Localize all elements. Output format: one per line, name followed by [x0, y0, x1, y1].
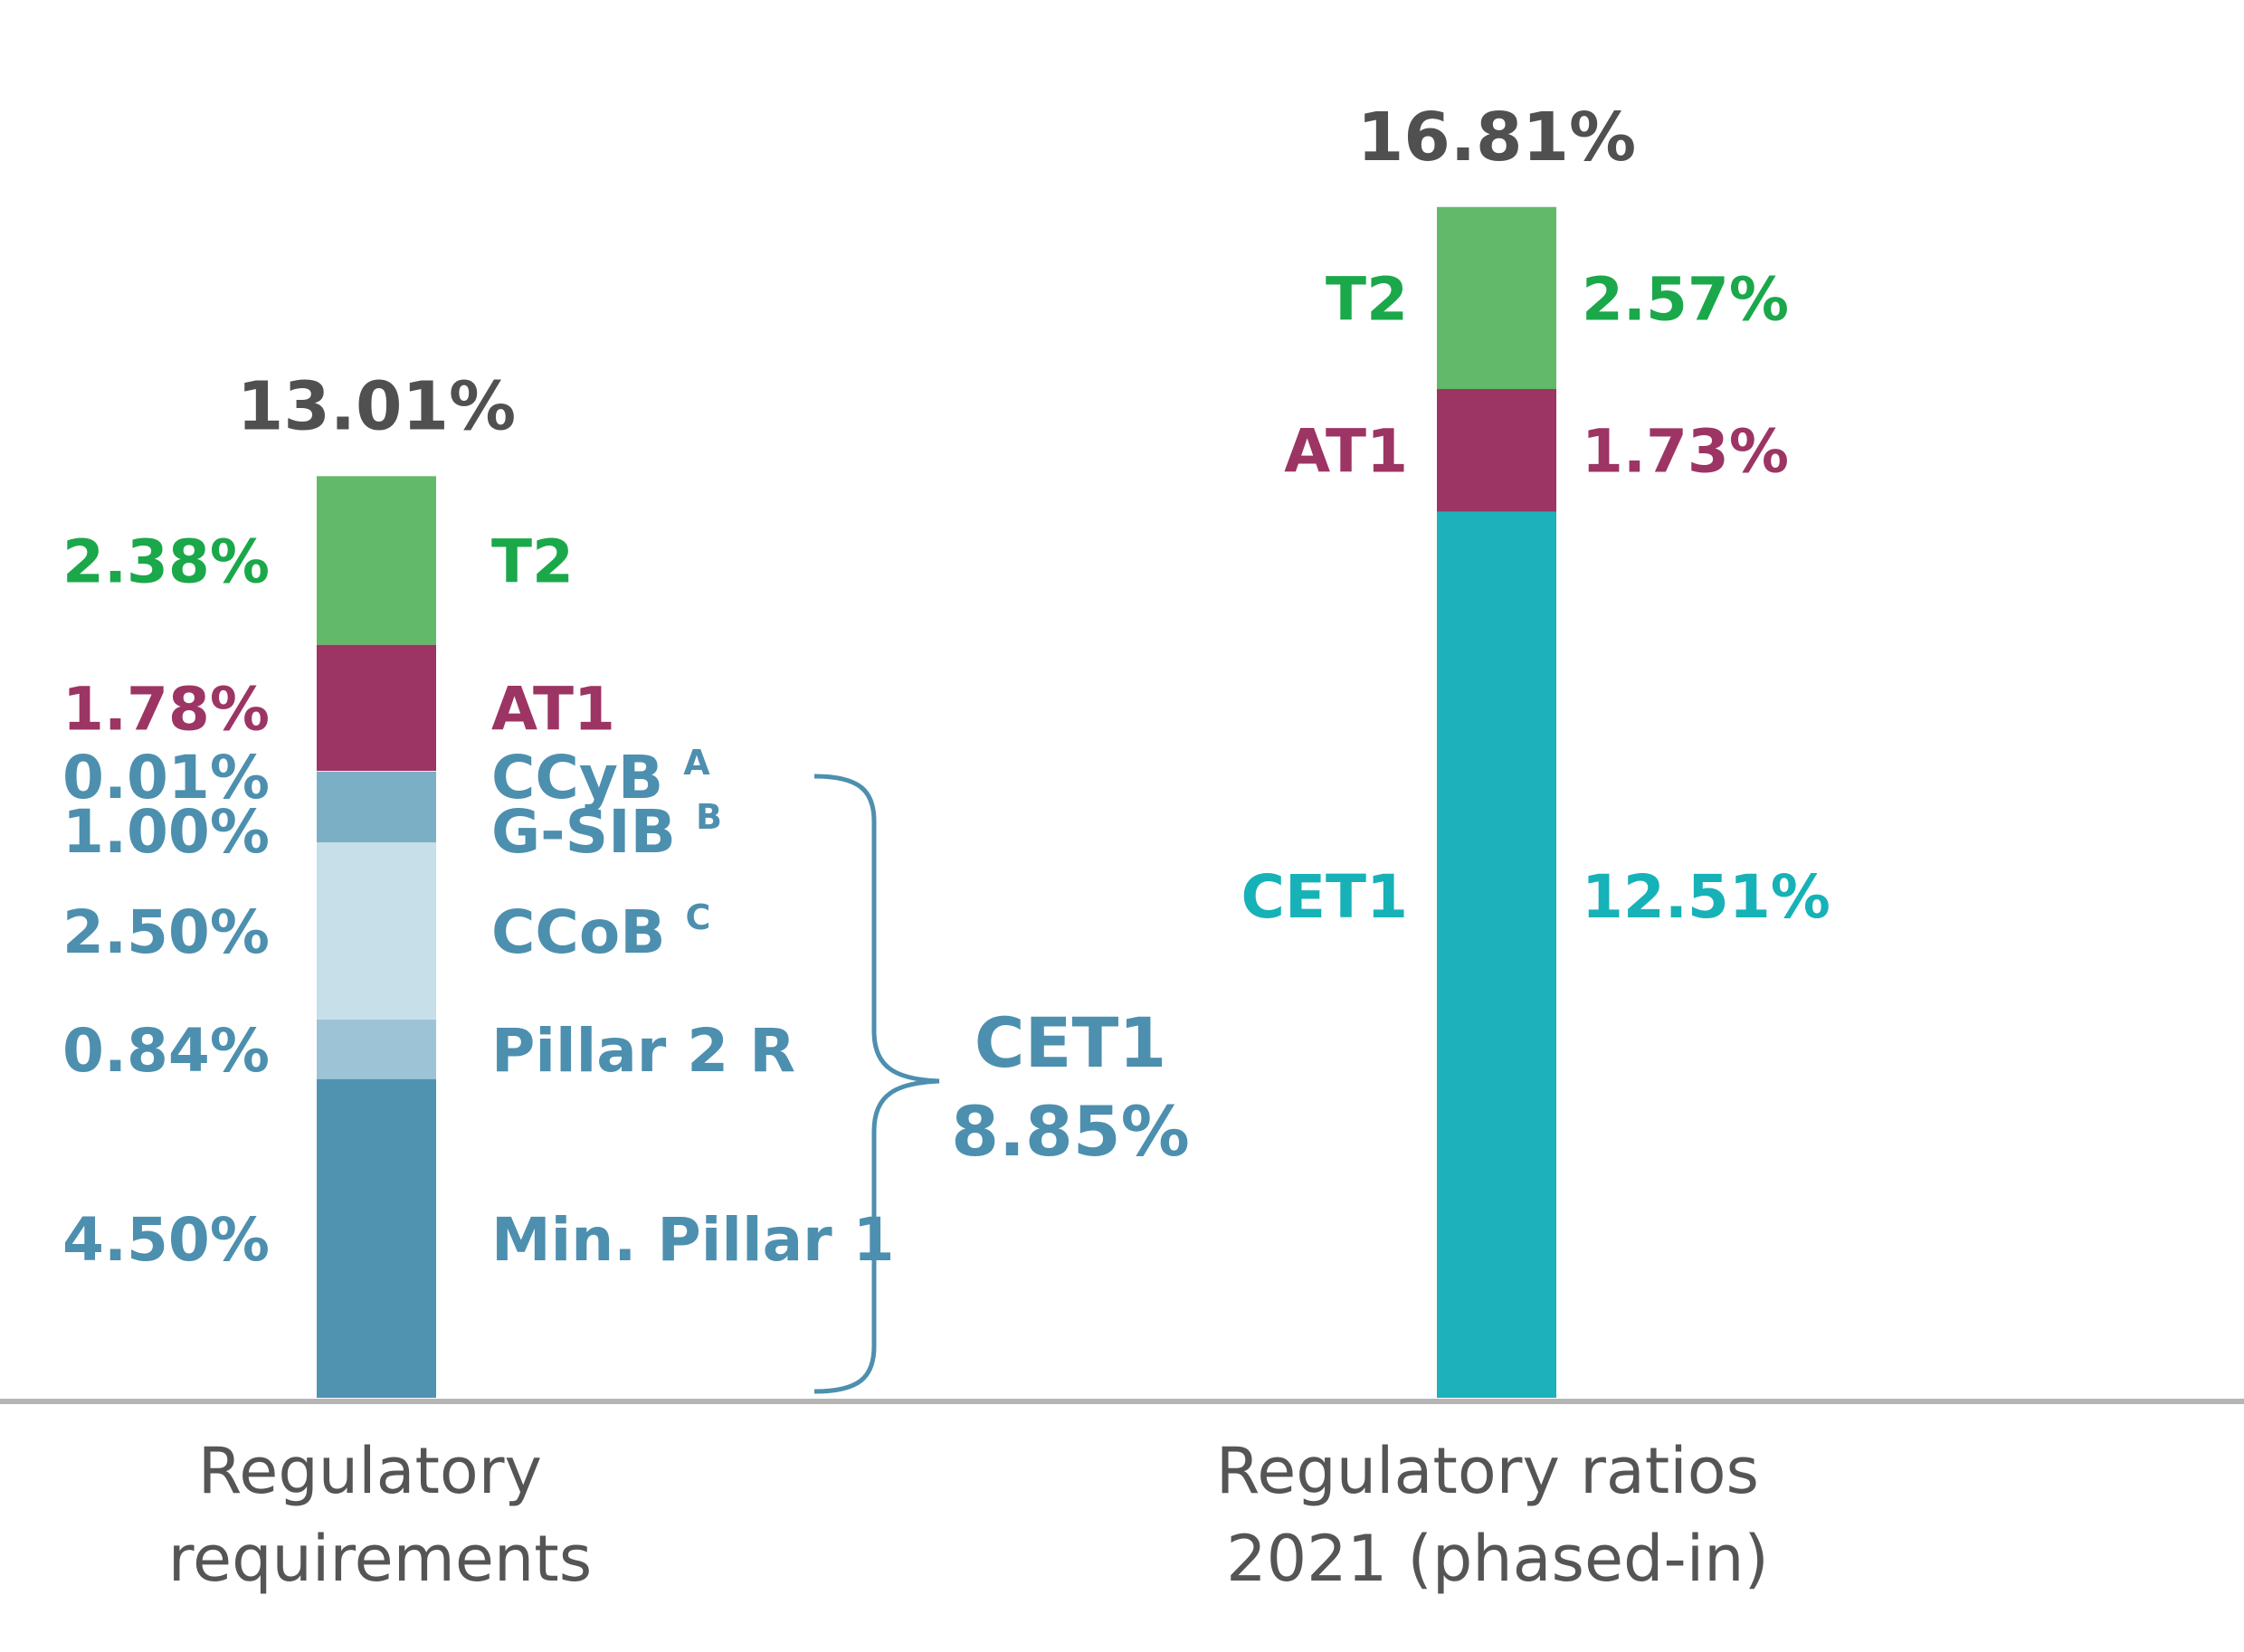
- segment-name-label-t2: T2: [1326, 264, 1408, 334]
- segment-value-label-t2: 2.57%: [1582, 264, 1789, 334]
- segment-value-label-at1: 1.73%: [1582, 417, 1789, 487]
- bar-total-label: 13.01%: [237, 367, 516, 445]
- segment-name-label-pillar-2-r: Pillar 2 R: [491, 1016, 795, 1086]
- segment-name-label-cet1: CET1: [1241, 862, 1408, 932]
- segment-footnote-marker: C: [686, 897, 711, 937]
- segment-value-label-min-pillar-1: 4.50%: [62, 1205, 270, 1275]
- bar-segment-min-pillar-1-0: [317, 1078, 436, 1398]
- category-line-1: Regulatory ratios: [1216, 1434, 1759, 1508]
- segment-value-label-pillar-2-r: 0.84%: [62, 1016, 270, 1086]
- bar-segment-t2-0: [317, 476, 436, 645]
- segment-value-label-t2: 2.38%: [62, 527, 270, 596]
- segment-value-label-g-sib: 1.00%: [62, 797, 270, 867]
- segment-value-label-ccyb: 0.01%: [62, 743, 270, 812]
- segment-value-label-ccob: 2.50%: [62, 897, 270, 967]
- cet1-brace-label: CET1: [975, 1002, 1166, 1083]
- category-label-requirements: Regulatory requirements: [168, 1434, 592, 1596]
- cet1-brace: [813, 774, 940, 1394]
- segment-name-label-min-pillar-1: Min. Pillar 1: [491, 1205, 895, 1275]
- segment-name-label-ccob: CCoB C: [491, 897, 710, 967]
- bar-segment-ccob-0: [317, 842, 436, 1020]
- category-line-2: requirements: [168, 1522, 592, 1596]
- bar-segment-at1-0: [317, 644, 436, 772]
- segment-value-label-at1: 1.78%: [62, 674, 270, 744]
- segment-name-label-at1: AT1: [1284, 417, 1408, 487]
- bar-segment-g-sib-0: [317, 771, 436, 843]
- bar-total-label: 16.81%: [1357, 99, 1636, 176]
- category-line-1: Regulatory: [198, 1434, 542, 1508]
- segment-name-label-t2: T2: [491, 527, 574, 596]
- segment-footnote-marker: B: [696, 797, 722, 837]
- segment-name-label-ccyb: CCyB A: [491, 743, 710, 812]
- bar-segment-at1-1: [1437, 389, 1556, 512]
- bar-segment-pillar-2-r-0: [317, 1019, 436, 1079]
- cet1-brace-value: 8.85%: [951, 1091, 1190, 1172]
- segment-value-label-cet1: 12.51%: [1582, 862, 1830, 932]
- bar-segment-cet1-1: [1437, 511, 1556, 1398]
- category-line-2: 2021 (phased-in): [1226, 1522, 1769, 1596]
- bars-group: [317, 206, 1556, 1398]
- segment-footnote-marker: A: [683, 743, 710, 783]
- category-label-ratios: Regulatory ratios 2021 (phased-in): [1216, 1434, 1780, 1596]
- bar-segment-t2-1: [1437, 206, 1556, 390]
- segment-name-label-at1: AT1: [491, 674, 615, 744]
